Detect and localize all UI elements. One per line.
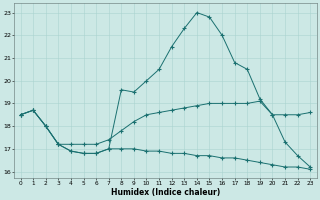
X-axis label: Humidex (Indice chaleur): Humidex (Indice chaleur) (111, 188, 220, 197)
